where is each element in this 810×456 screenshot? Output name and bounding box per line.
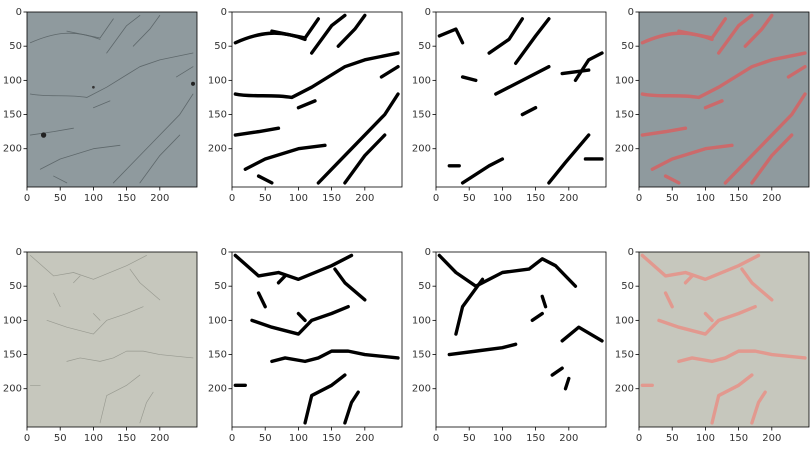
overlay-image (639, 252, 809, 427)
x-tick-label: 50 (54, 193, 67, 204)
x-tick-label: 150 (526, 433, 545, 444)
x-tick-label: 0 (24, 193, 30, 204)
x-tick-label: 100 (289, 433, 308, 444)
y-tick-label: 200 (615, 144, 634, 155)
y-tick-label: 150 (208, 110, 227, 121)
y-tick-label: 50 (621, 41, 634, 52)
y-tick-label: 50 (418, 41, 431, 52)
y-tick-label: 100 (3, 315, 22, 326)
y-tick-label: 0 (221, 247, 227, 258)
y-tick-label: 100 (208, 75, 227, 86)
ground-truth-mask (232, 252, 402, 427)
x-tick-label: 200 (762, 433, 781, 444)
x-tick-label: 150 (117, 193, 136, 204)
input-image (27, 12, 197, 187)
x-tick-label: 100 (696, 433, 715, 444)
x-tick-label: 150 (729, 433, 748, 444)
y-tick-label: 50 (418, 281, 431, 292)
y-tick-label: 150 (615, 350, 634, 361)
axes-frame (231, 251, 403, 428)
x-tick-label: 200 (762, 193, 781, 204)
x-tick-label: 50 (463, 193, 476, 204)
x-tick-label: 50 (54, 433, 67, 444)
x-tick-label: 50 (666, 433, 679, 444)
y-tick-label: 50 (9, 281, 22, 292)
x-tick-label: 50 (259, 193, 272, 204)
x-tick-label: 100 (84, 193, 103, 204)
x-tick-label: 100 (493, 433, 512, 444)
y-tick-label: 200 (208, 384, 227, 395)
y-tick-label: 0 (425, 247, 431, 258)
x-tick-label: 200 (355, 433, 374, 444)
x-tick-label: 0 (433, 193, 439, 204)
y-tick-label: 100 (615, 75, 634, 86)
x-tick-label: 200 (150, 433, 169, 444)
ground-truth-mask (232, 12, 402, 187)
y-tick-label: 200 (615, 384, 634, 395)
x-tick-label: 0 (433, 433, 439, 444)
y-tick-label: 200 (412, 384, 431, 395)
x-tick-label: 50 (259, 433, 272, 444)
axes-frame (638, 11, 810, 188)
overlay-image (639, 12, 809, 187)
axes-frame (638, 251, 810, 428)
x-tick-label: 200 (355, 193, 374, 204)
y-tick-label: 200 (208, 144, 227, 155)
y-tick-label: 150 (3, 110, 22, 121)
y-tick-label: 0 (425, 7, 431, 18)
x-tick-label: 150 (526, 193, 545, 204)
x-tick-label: 150 (729, 193, 748, 204)
axes-frame (26, 251, 198, 428)
y-tick-label: 200 (412, 144, 431, 155)
x-tick-label: 150 (322, 193, 341, 204)
y-tick-label: 50 (214, 281, 227, 292)
axes-frame (26, 11, 198, 188)
x-tick-label: 150 (117, 433, 136, 444)
x-tick-label: 0 (229, 433, 235, 444)
y-tick-label: 150 (3, 350, 22, 361)
y-tick-label: 150 (615, 110, 634, 121)
y-tick-label: 0 (628, 7, 634, 18)
x-tick-label: 100 (289, 193, 308, 204)
x-tick-label: 100 (493, 193, 512, 204)
axes-frame (435, 11, 607, 188)
x-tick-label: 100 (696, 193, 715, 204)
x-tick-label: 200 (559, 193, 578, 204)
y-tick-label: 0 (16, 7, 22, 18)
predicted-mask (436, 252, 606, 427)
x-tick-label: 0 (636, 433, 642, 444)
y-tick-label: 0 (16, 247, 22, 258)
y-tick-label: 0 (628, 247, 634, 258)
y-tick-label: 0 (221, 7, 227, 18)
y-tick-label: 50 (214, 41, 227, 52)
y-tick-label: 150 (412, 110, 431, 121)
x-tick-label: 150 (322, 433, 341, 444)
y-tick-label: 100 (208, 315, 227, 326)
y-tick-label: 150 (412, 350, 431, 361)
axes-frame (435, 251, 607, 428)
x-tick-label: 0 (229, 193, 235, 204)
x-tick-label: 0 (636, 193, 642, 204)
predicted-mask (436, 12, 606, 187)
x-tick-label: 200 (559, 433, 578, 444)
y-tick-label: 200 (3, 384, 22, 395)
x-tick-label: 50 (666, 193, 679, 204)
y-tick-label: 200 (3, 144, 22, 155)
input-image (27, 252, 197, 427)
y-tick-label: 150 (208, 350, 227, 361)
y-tick-label: 100 (412, 315, 431, 326)
x-tick-label: 0 (24, 433, 30, 444)
y-tick-label: 100 (615, 315, 634, 326)
axes-frame (231, 11, 403, 188)
y-tick-label: 50 (621, 281, 634, 292)
y-tick-label: 50 (9, 41, 22, 52)
y-tick-label: 100 (3, 75, 22, 86)
x-tick-label: 200 (150, 193, 169, 204)
x-tick-label: 100 (84, 433, 103, 444)
x-tick-label: 50 (463, 433, 476, 444)
y-tick-label: 100 (412, 75, 431, 86)
